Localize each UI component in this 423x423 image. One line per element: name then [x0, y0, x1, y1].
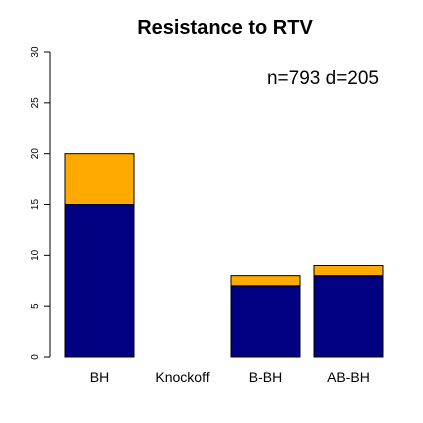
x-tick-label: Knockoff	[155, 369, 209, 385]
x-tick-label: B-BH	[249, 369, 282, 385]
bar-segment	[64, 153, 135, 206]
y-tick-label: 5	[30, 303, 41, 309]
y-axis: 0 5 10 15 20 25 30	[30, 46, 51, 360]
bar-segment	[230, 275, 301, 287]
x-tick-label: BH	[90, 369, 109, 385]
y-tick-label: 20	[30, 148, 41, 160]
bar-segment	[313, 265, 384, 277]
y-tick-label: 0	[30, 354, 41, 360]
x-axis-labels: BH Knockoff B-BH AB-BH	[90, 369, 370, 385]
bar-segment	[64, 204, 135, 358]
y-tick-label: 10	[30, 249, 41, 261]
chart-title: Resistance to RTV	[137, 17, 313, 39]
bar-segment	[230, 285, 301, 358]
chart-annotation: n=793 d=205	[267, 68, 379, 89]
x-tick-label: AB-BH	[327, 369, 370, 385]
y-tick-label: 30	[30, 46, 41, 58]
y-tick-label: 15	[30, 199, 41, 211]
bar-segment	[313, 275, 384, 358]
bars	[64, 153, 384, 358]
y-tick-label: 25	[30, 97, 41, 109]
